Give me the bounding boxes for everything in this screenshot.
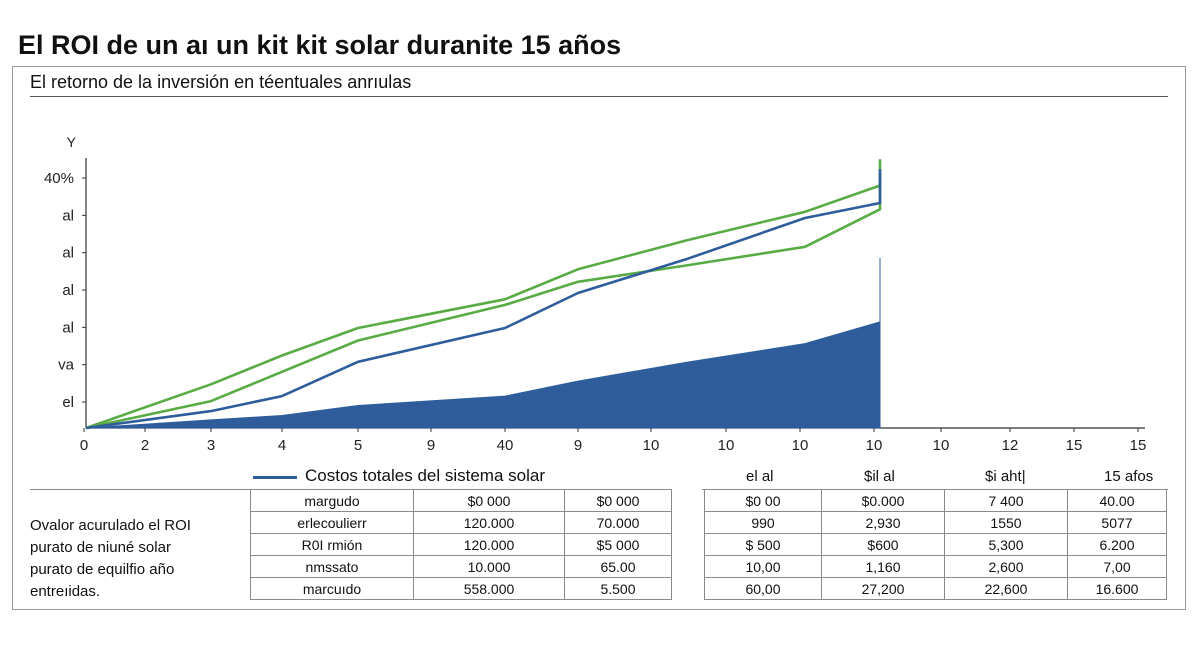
table-cell: R0I rmión bbox=[250, 533, 414, 556]
table-cell: 16.600 bbox=[1067, 577, 1167, 600]
line-series bbox=[85, 159, 882, 430]
table-row: $0 00 $0.000 7 400 40.00 bbox=[704, 489, 1167, 512]
chart-plot-area bbox=[85, 159, 882, 430]
table-row: 60,00 27,200 22,600 16.600 bbox=[704, 577, 1167, 600]
table-cell: 5077 bbox=[1067, 511, 1167, 534]
table-cell: 7,00 bbox=[1067, 555, 1167, 578]
x-tick-label: 10 bbox=[792, 437, 809, 454]
y-tick-label: al bbox=[62, 319, 74, 336]
x-tick-label: 15 bbox=[1130, 437, 1147, 454]
y-tick-label: va bbox=[58, 357, 75, 374]
table-cell: 65.00 bbox=[564, 555, 672, 578]
x-tick-label: 9 bbox=[574, 437, 582, 454]
table-cell: 40.00 bbox=[1067, 489, 1167, 512]
y-tick-label: al bbox=[62, 282, 74, 299]
table-row: erlecoulierr 120.000 70.000 bbox=[250, 511, 672, 534]
table-header-col-1: el al bbox=[746, 468, 774, 485]
table-cell: $ 500 bbox=[704, 533, 822, 556]
x-tick-label: 9 bbox=[427, 437, 435, 454]
table-cell: $0 00 bbox=[704, 489, 822, 512]
table-cell: 70.000 bbox=[564, 511, 672, 534]
y-tick-label: el bbox=[62, 394, 74, 411]
x-tick-label: 5 bbox=[354, 437, 362, 454]
table-cell: 60,00 bbox=[704, 577, 822, 600]
line-series bbox=[85, 169, 882, 430]
table-cell: $5 000 bbox=[564, 533, 672, 556]
data-table-right: $0 00 $0.000 7 400 40.00 990 2,930 1550 … bbox=[704, 489, 1167, 600]
x-tick-label: 2 bbox=[141, 437, 149, 454]
table-cell: margudo bbox=[250, 489, 414, 512]
table-row: marcuıdo 558.000 5.500 bbox=[250, 577, 672, 600]
side-note-line: purato de equilfio año bbox=[30, 561, 175, 578]
y-tick-label: al bbox=[62, 245, 74, 262]
x-tick-label: 4 bbox=[278, 437, 286, 454]
table-cell: 5,300 bbox=[944, 533, 1068, 556]
table-header-col-2: $il al bbox=[864, 468, 895, 485]
y-tick-label: 40% bbox=[44, 170, 74, 187]
side-note-line: purato de niuné solar bbox=[30, 539, 171, 556]
chart-title: El ROI de un aı un kit kit solar duranit… bbox=[18, 30, 622, 60]
side-note: Ovalor acurulado el ROI purato de niuné … bbox=[30, 515, 191, 603]
table-cell: 6.200 bbox=[1067, 533, 1167, 556]
table-cell: 1,160 bbox=[821, 555, 945, 578]
x-tick-label: 10 bbox=[718, 437, 735, 454]
table-row: margudo $0 000 $0 000 bbox=[250, 489, 672, 512]
table-cell: $600 bbox=[821, 533, 945, 556]
x-tick-labels: 0 2 3 4 5 9 40 9 10 10 10 10 10 12 15 15 bbox=[80, 428, 1147, 454]
y-axis-title: Y bbox=[67, 134, 77, 150]
table-cell: 27,200 bbox=[821, 577, 945, 600]
table-cell: 2,600 bbox=[944, 555, 1068, 578]
table-header-col-3: $i aht| bbox=[985, 468, 1026, 485]
table-cell: 120.000 bbox=[413, 511, 565, 534]
table-cell: 10.000 bbox=[413, 555, 565, 578]
subtitle-rule bbox=[30, 96, 1168, 97]
table-cell: 10,00 bbox=[704, 555, 822, 578]
table-cell: $0 000 bbox=[413, 489, 565, 512]
table-header-col-4: 15 afos bbox=[1104, 468, 1154, 485]
table-cell: $0.000 bbox=[821, 489, 945, 512]
table-cell: 5.500 bbox=[564, 577, 672, 600]
table-row: $ 500 $600 5,300 6.200 bbox=[704, 533, 1167, 556]
legend-label: Costos totales del sistema solar bbox=[305, 466, 545, 485]
line-series bbox=[85, 173, 882, 430]
x-tick-label: 10 bbox=[933, 437, 950, 454]
table-cell: 990 bbox=[704, 511, 822, 534]
side-separator bbox=[30, 489, 250, 490]
table-cell: $0 000 bbox=[564, 489, 672, 512]
x-tick-label: 3 bbox=[207, 437, 215, 454]
table-cell: 120.000 bbox=[413, 533, 565, 556]
table-cell: 1550 bbox=[944, 511, 1068, 534]
y-tick-labels: 40% al al al al va el bbox=[44, 170, 86, 411]
x-tick-label: 12 bbox=[1002, 437, 1019, 454]
table-cell: nmssato bbox=[250, 555, 414, 578]
area-series bbox=[85, 258, 881, 429]
chart-frame bbox=[12, 66, 1186, 610]
table-row: R0I rmión 120.000 $5 000 bbox=[250, 533, 672, 556]
x-tick-label: 0 bbox=[80, 437, 88, 454]
x-tick-label: 10 bbox=[866, 437, 883, 454]
x-tick-label: 10 bbox=[643, 437, 660, 454]
y-tick-label: al bbox=[62, 207, 74, 224]
side-note-line: Ovalor acurulado el ROI bbox=[30, 517, 191, 534]
table-cell: 22,600 bbox=[944, 577, 1068, 600]
table-cell: erlecoulierr bbox=[250, 511, 414, 534]
x-tick-label: 15 bbox=[1066, 437, 1083, 454]
x-tick-label: 40 bbox=[497, 437, 514, 454]
chart-subtitle: El retorno de la inversión en téentuales… bbox=[30, 72, 412, 92]
data-table-left: margudo $0 000 $0 000 erlecoulierr 120.0… bbox=[250, 489, 672, 600]
table-row: 990 2,930 1550 5077 bbox=[704, 511, 1167, 534]
side-note-line: entreıidas. bbox=[30, 583, 101, 600]
table-cell: marcuıdo bbox=[250, 577, 414, 600]
table-row: nmssato 10.000 65.00 bbox=[250, 555, 672, 578]
table-row: 10,00 1,160 2,600 7,00 bbox=[704, 555, 1167, 578]
table-cell: 2,930 bbox=[821, 511, 945, 534]
legend-swatch bbox=[253, 476, 297, 479]
table-cell: 558.000 bbox=[413, 577, 565, 600]
table-cell: 7 400 bbox=[944, 489, 1068, 512]
